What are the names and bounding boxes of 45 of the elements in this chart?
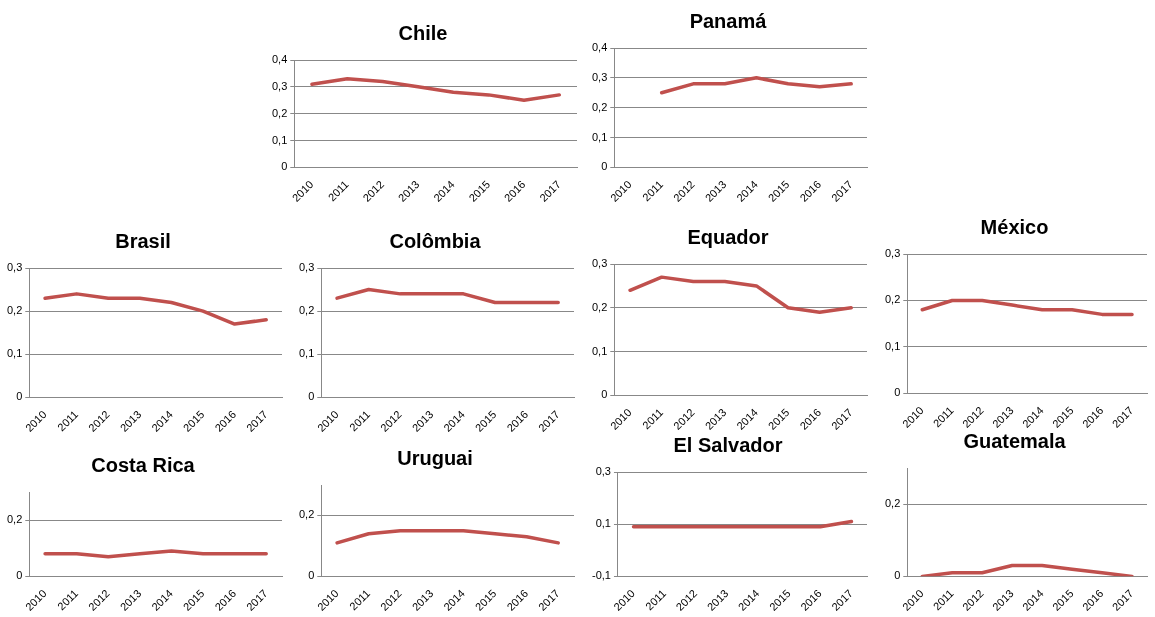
y-tick-label: 0	[281, 160, 288, 173]
y-tick-label: 0,2	[591, 100, 608, 113]
chart-title: El Salvador	[673, 433, 783, 456]
chart-title: Chile	[398, 21, 448, 44]
y-tick-label: 0,3	[595, 465, 611, 478]
y-tick-label: 0,2	[298, 304, 315, 317]
chart-title: Brasil	[115, 229, 171, 252]
y-tick-label: 0	[894, 386, 901, 399]
y-tick-label: 0,2	[884, 497, 901, 510]
y-tick-label: 0,1	[884, 339, 901, 352]
y-tick-label: 0,1	[591, 344, 608, 357]
chart-title: México	[980, 215, 1049, 238]
chart-title: Panamá	[689, 9, 768, 32]
y-tick-label: 0,4	[591, 41, 608, 54]
y-tick-label: 0	[308, 390, 315, 403]
y-tick-label: 0,1	[271, 133, 288, 146]
y-tick-label: 0,3	[591, 257, 608, 270]
y-tick-label: 0	[308, 569, 315, 582]
y-tick-label: 0	[601, 160, 608, 173]
y-tick-label: 0,3	[271, 79, 288, 92]
y-tick-label: 0,1	[298, 347, 315, 360]
y-tick-label: 0,3	[884, 247, 901, 260]
y-tick-label: -0,1	[591, 569, 611, 582]
y-tick-label: 0,1	[6, 347, 23, 360]
y-tick-label: 0,2	[6, 513, 23, 526]
y-tick-label: 0,2	[884, 293, 901, 306]
y-tick-label: 0,2	[6, 304, 23, 317]
chart-title: Guatemala	[963, 429, 1067, 452]
y-tick-label: 0,2	[271, 106, 288, 119]
y-tick-label: 0	[16, 569, 23, 582]
y-tick-label: 0,3	[6, 261, 23, 274]
chart-title: Uruguai	[397, 446, 473, 469]
y-tick-label: 0	[16, 390, 23, 403]
y-tick-label: 0,4	[271, 53, 288, 66]
y-tick-label: 0,2	[591, 300, 608, 313]
y-tick-label: 0,1	[591, 130, 608, 143]
y-tick-label: 0	[601, 388, 608, 401]
chart-title: Colômbia	[389, 229, 482, 252]
y-tick-label: 0	[894, 569, 901, 582]
chart-title: Equador	[687, 225, 769, 248]
chart-title: Costa Rica	[91, 453, 196, 476]
y-tick-label: 0,1	[595, 517, 611, 530]
y-tick-label: 0,3	[591, 70, 608, 83]
y-tick-label: 0,2	[298, 508, 315, 521]
y-tick-label: 0,3	[298, 261, 315, 274]
